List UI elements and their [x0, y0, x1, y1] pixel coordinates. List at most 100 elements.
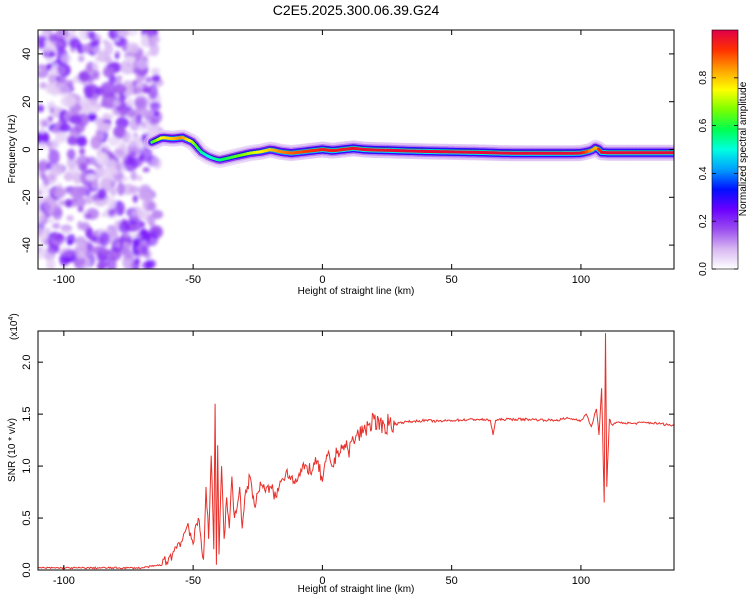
noise-blob	[95, 165, 105, 179]
ridge-outline	[238, 152, 242, 154]
noise-blob	[85, 173, 97, 181]
noise-blob	[101, 143, 108, 150]
noise-blob	[83, 83, 98, 96]
noise-blob	[57, 183, 62, 188]
noise-blob	[154, 231, 160, 235]
noise-blob	[113, 125, 127, 139]
ridge-outline	[241, 151, 245, 153]
noise-blob	[142, 167, 150, 173]
noise-blob	[135, 58, 149, 70]
ridge-outline	[182, 134, 187, 137]
noise-blob	[108, 136, 119, 147]
noise-blob	[62, 227, 71, 234]
x-tick-label: 0	[319, 274, 325, 286]
noise-blob	[86, 156, 98, 165]
noise-blob	[78, 71, 90, 82]
colorbar: 0.0 0.2 0.4 0.6 0.8 Normalized spectral ampl…	[698, 29, 749, 276]
noise-blob	[140, 34, 149, 48]
x-tick-label: 100	[572, 274, 590, 286]
noise-blob	[106, 256, 117, 269]
noise-blob	[104, 41, 114, 56]
noise-blob	[90, 135, 102, 150]
noise-blob	[38, 104, 45, 113]
noise-blob	[97, 188, 107, 200]
y-tick-label: 2.0	[21, 355, 33, 370]
noise-blob	[108, 75, 117, 84]
x-tick-label: -50	[185, 575, 201, 587]
noise-blob	[79, 99, 84, 106]
noise-blob	[77, 220, 83, 230]
noise-blob	[115, 161, 124, 168]
noise-blob	[101, 96, 114, 108]
noise-blob	[38, 130, 50, 146]
noise-blob	[129, 157, 143, 168]
noise-blob	[39, 126, 46, 134]
noise-blob	[49, 174, 56, 181]
noise-blob	[153, 157, 162, 170]
noise-blob	[141, 246, 149, 256]
noise-blob	[68, 114, 83, 125]
noise-blob	[128, 151, 137, 158]
ridge-outline	[589, 147, 593, 149]
noise-blob	[130, 171, 137, 181]
noise-blob	[71, 197, 78, 203]
noise-blob	[145, 112, 152, 117]
noise-blob	[67, 167, 79, 180]
colorbar-gradient	[711, 29, 739, 270]
noise-blob	[136, 175, 143, 181]
noise-blob	[46, 258, 56, 269]
noise-blob	[138, 190, 154, 201]
ridge-outline	[278, 148, 283, 150]
noise-blob	[38, 228, 43, 237]
colorbar-tick-label: 0.6	[698, 118, 709, 132]
spectrogram-noise-field	[38, 30, 164, 269]
noise-blob	[89, 235, 98, 242]
noise-blob	[126, 42, 140, 55]
noise-blob	[102, 113, 111, 120]
noise-blob	[78, 56, 85, 60]
noise-blob	[95, 129, 100, 135]
ridge-outline	[198, 146, 202, 150]
noise-blob	[48, 218, 54, 224]
noise-blob	[135, 82, 143, 88]
noise-blob	[127, 109, 136, 118]
ridge-outline	[582, 149, 587, 151]
noise-blob	[48, 50, 56, 58]
noise-blob	[75, 121, 86, 134]
noise-blob	[125, 55, 136, 64]
x-tick-label: -100	[53, 274, 75, 286]
noise-blob	[108, 208, 116, 217]
noise-blob	[105, 178, 115, 186]
ridge-outline	[263, 147, 267, 149]
ridge-outline	[204, 151, 208, 154]
noise-blob	[97, 122, 112, 132]
noise-blob	[66, 156, 77, 170]
noise-blob	[76, 136, 88, 147]
noise-blob	[45, 82, 57, 94]
noise-blob	[109, 186, 117, 197]
ridge-outline	[235, 152, 239, 155]
noise-blob	[132, 132, 138, 137]
y-tick-label: 0.0	[21, 562, 33, 577]
noise-blob	[38, 161, 46, 172]
noise-blob	[127, 135, 137, 147]
noise-blob	[58, 74, 67, 84]
spectrogram-x-label: Height of straight line (km)	[298, 286, 415, 297]
figure-title: C2E5.2025.300.06.39.G24	[273, 2, 440, 18]
noise-blob	[138, 124, 149, 132]
noise-blob	[92, 73, 98, 77]
noise-blob	[53, 40, 64, 48]
noise-blob	[42, 176, 50, 188]
y-tick-label: 0	[21, 146, 33, 152]
x-tick-label: 100	[572, 575, 590, 587]
noise-blob	[38, 118, 51, 127]
noise-blob	[50, 163, 64, 176]
noise-blob	[61, 54, 72, 64]
noise-blob	[56, 82, 70, 96]
colorbar-tick-label: 0.8	[698, 70, 709, 84]
noise-blob	[79, 163, 88, 172]
y-tick-label: 1.0	[21, 458, 33, 473]
noise-blob	[117, 151, 128, 160]
y-tick-label: 0.5	[21, 510, 33, 525]
